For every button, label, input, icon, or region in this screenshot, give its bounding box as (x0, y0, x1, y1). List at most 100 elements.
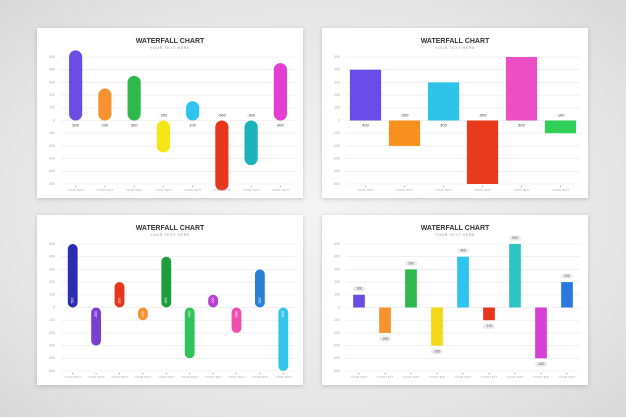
y-tick-label: -300 (48, 344, 55, 348)
x-tick-label: YOUR TEXT (532, 375, 549, 379)
bar (278, 307, 289, 371)
x-tick-label: YOUR TEXT (111, 375, 128, 379)
category-dot (481, 185, 484, 188)
category-dot (403, 185, 406, 188)
y-tick-label: -300 (333, 344, 340, 348)
bar (69, 50, 83, 121)
x-tick-label: YOUR TEXT (155, 188, 172, 192)
value-label: -300 (247, 113, 256, 118)
category-dot (358, 372, 360, 375)
bar (184, 307, 195, 359)
y-tick-label: -100 (48, 318, 55, 322)
category-dot (192, 185, 194, 188)
value-label: -300 (434, 349, 441, 353)
y-tick-label: 200 (334, 93, 340, 97)
bar (186, 101, 200, 121)
value-label-pill (483, 323, 495, 329)
value-label-pill (457, 248, 469, 254)
bar (114, 282, 125, 308)
x-tick-label: YOUR TEXT (64, 375, 81, 379)
bar (457, 256, 469, 308)
y-tick-label: 0 (338, 118, 340, 122)
bar (161, 256, 172, 308)
category-dot (142, 372, 144, 375)
bar (67, 244, 78, 308)
bar (91, 307, 102, 346)
y-tick-label: -200 (48, 144, 55, 148)
x-tick-label: YOUR TEXT (396, 188, 413, 192)
y-tick-label: -500 (333, 182, 340, 186)
y-tick-label: 100 (49, 293, 55, 297)
x-tick-label: YOUR TEXT (454, 375, 471, 379)
category-dot (410, 372, 412, 375)
value-label: -200 (382, 337, 389, 341)
category-dot (282, 372, 284, 375)
x-tick-label: YOUR TEXT (67, 188, 84, 192)
y-tick-label: -100 (333, 318, 340, 322)
x-tick-label: YOUR TEXT (228, 375, 245, 379)
bar (353, 294, 365, 308)
category-dot (95, 372, 97, 375)
value-label: 300 (440, 123, 447, 128)
bar (215, 120, 229, 191)
category-dot (75, 185, 77, 188)
category-dot (189, 372, 191, 375)
y-tick-label: 400 (49, 68, 55, 72)
bar (231, 307, 242, 333)
category-dot (133, 185, 135, 188)
value-label: 200 (117, 298, 121, 304)
x-tick-label: YOUR TEXT (213, 188, 230, 192)
category-dot (364, 185, 367, 188)
value-label: -500 (281, 311, 285, 318)
value-label: 500 (71, 298, 75, 304)
category-dot (279, 185, 281, 188)
category-dot (72, 372, 74, 375)
bar (208, 294, 219, 308)
y-tick-label: -400 (333, 356, 340, 360)
value-label-pill (379, 336, 391, 342)
bar (98, 88, 112, 121)
category-dot (540, 372, 542, 375)
bar (388, 120, 421, 146)
value-label: 500 (512, 236, 518, 240)
value-label: -100 (486, 324, 493, 328)
category-dot (165, 372, 167, 375)
y-tick-label: -300 (333, 157, 340, 161)
category-dot (488, 372, 490, 375)
bar (509, 244, 521, 308)
value-label: -100 (556, 113, 565, 118)
x-tick-label: YOUR TEXT (506, 375, 523, 379)
value-label: -400 (538, 362, 545, 366)
value-label: 200 (564, 274, 570, 278)
category-dot (514, 372, 516, 375)
y-tick-label: -500 (48, 369, 55, 373)
bar (535, 307, 547, 359)
value-label: 200 (102, 123, 109, 128)
bar (427, 82, 460, 121)
x-tick-label: YOUR TEXT (474, 188, 491, 192)
x-tick-label: YOUR TEXT (435, 188, 452, 192)
bar (379, 307, 391, 333)
chart-title: WATERFALL CHART (421, 225, 490, 232)
value-label-pill (353, 286, 365, 292)
value-label: 400 (460, 249, 466, 253)
y-tick-label: -400 (48, 356, 55, 360)
bar (137, 307, 148, 321)
x-tick-label: YOUR TEXT (243, 188, 260, 192)
bar (349, 69, 382, 121)
category-dot (566, 372, 568, 375)
chart-title: WATERFALL CHART (136, 38, 205, 45)
y-tick-label: -400 (333, 169, 340, 173)
category-dot (221, 185, 223, 188)
bar (466, 120, 499, 184)
bar (273, 63, 287, 121)
value-label: 400 (164, 298, 168, 304)
bar (254, 269, 265, 308)
x-tick-label: YOUR TEXT (552, 188, 569, 192)
value-label: -100 (141, 311, 145, 318)
